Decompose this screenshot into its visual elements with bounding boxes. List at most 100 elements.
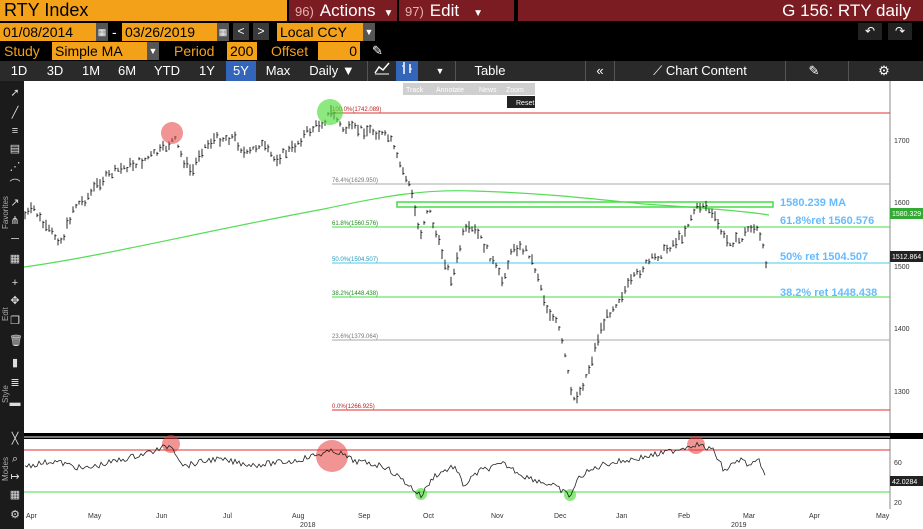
arc-icon[interactable]: ⌒ (9, 179, 21, 191)
news-button[interactable]: News (479, 87, 497, 94)
year-2019: 2019 (731, 522, 747, 529)
month-apr: Apr (26, 513, 38, 520)
collapse-icon[interactable]: « (596, 63, 604, 78)
edit-number: 97) (405, 4, 424, 19)
pitchfork-icon[interactable]: ⋔ (10, 215, 20, 227)
fib-618-label: 61.8%(1560.576) (332, 221, 378, 227)
price-tick-1300: 1300 (894, 389, 910, 396)
range-3d[interactable]: 3D (46, 63, 64, 78)
chevron-down-icon[interactable]: ▼ (435, 66, 445, 76)
ticker-field[interactable]: RTY Index (0, 0, 287, 21)
notes-icon[interactable]: ▦ (9, 253, 21, 265)
fibonacci-retracement[interactable]: 100.0%(1742.089) 76.4%(1629.950) 61.8%(1… (332, 107, 890, 411)
chart-content-button[interactable]: ⟋ Chart Content (640, 61, 760, 81)
style-label: Style (1, 385, 10, 403)
price-bars (24, 105, 768, 404)
reset-button[interactable]: Reset (516, 100, 534, 107)
calendar-icon[interactable]: ▦ (217, 23, 229, 41)
price-last-value-badge (890, 251, 923, 262)
study-field[interactable]: Simple MA (52, 42, 147, 60)
undo-icon[interactable]: ↶ (858, 23, 882, 40)
edit-menu[interactable]: 97) Edit ▼ (399, 0, 514, 21)
drawing-tools-sidebar: ➚ ╱ ≡ ▤ ⋰ ⌒ ↗ ⋔ ─ ▦ + ✥ ❐ 🗑 ▮ ≣ ▬ ╳ ⌕ ↦ … (0, 81, 24, 529)
rsi-line (24, 441, 766, 499)
thickness-icon[interactable]: ▬ (9, 397, 21, 409)
frequency-select[interactable]: Daily ▼ (302, 61, 362, 81)
chevron-down-icon[interactable]: ▼ (147, 42, 159, 60)
next-period-button[interactable]: > (253, 23, 269, 40)
chevron-down-icon: ▼ (473, 8, 483, 19)
favorites-label: Favorites (1, 196, 10, 229)
copy-icon[interactable]: ❐ (10, 315, 20, 327)
month-mar: Mar (743, 513, 756, 520)
range-6m[interactable]: 6M (117, 63, 137, 78)
edit-label: Edit (429, 1, 460, 20)
month-apr-2019: Apr (809, 513, 821, 520)
actions-menu[interactable]: 96) Actions ▼ (289, 0, 397, 21)
year-2018: 2018 (300, 522, 316, 529)
crosshair-icon[interactable]: ╳ (11, 433, 19, 445)
chart-content-label: Chart Content (665, 63, 747, 78)
color-icon[interactable]: ▮ (11, 357, 19, 369)
horizontal-line-icon[interactable]: ─ (11, 233, 19, 245)
pencil-icon[interactable]: ✎ (372, 43, 383, 58)
month-jan: Jan (616, 513, 627, 520)
date-dash: - (112, 24, 117, 40)
price-tick-1600: 1600 (894, 200, 910, 207)
fib-382-label: 38.2%(1448.438) (332, 291, 378, 297)
ray-icon[interactable]: ↗ (10, 197, 20, 209)
measure-icon[interactable]: ↦ (10, 471, 20, 483)
chart-name: G 156: RTY daily (518, 0, 923, 21)
range-5y[interactable]: 5Y (226, 61, 256, 81)
cursor-icon[interactable]: ➚ (10, 87, 20, 99)
track-button[interactable]: Track (406, 87, 424, 94)
line-chart-icon[interactable] (372, 61, 392, 81)
fib-100-label: 100.0%(1742.089) (332, 107, 381, 113)
offset-label: Offset (271, 43, 309, 59)
move-icon[interactable]: ✥ (10, 295, 20, 307)
trend-line-icon[interactable]: ╱ (11, 107, 19, 119)
magnify-icon[interactable]: ⌕ (11, 453, 19, 465)
rsi-marker-2 (316, 440, 348, 472)
gear-icon[interactable]: ⚙ (878, 63, 890, 78)
grid-icon[interactable]: ▦ (9, 489, 21, 501)
range-1m[interactable]: 1M (81, 63, 101, 78)
delete-icon[interactable]: 🗑 (9, 335, 23, 347)
line-style-icon[interactable]: ≣ (10, 377, 20, 389)
fan-icon[interactable]: ⋰ (9, 161, 21, 173)
chart-area[interactable]: Track Annotate News Zoom Reset 1700 1600… (24, 81, 923, 529)
prev-period-button[interactable]: < (233, 23, 249, 40)
study-label: Study (4, 43, 40, 59)
range-1y[interactable]: 1Y (199, 63, 215, 78)
end-date-field[interactable]: 03/26/2019 (122, 23, 217, 41)
start-date-field[interactable]: 01/08/2014 (0, 23, 96, 41)
month-aug: Aug (292, 513, 305, 520)
ma-annotation: 1580.239 MA (780, 197, 846, 209)
range-1d[interactable]: 1D (10, 63, 28, 78)
fibonacci-icon[interactable]: ≡ (11, 125, 19, 137)
annotate-button[interactable]: Annotate (436, 87, 464, 94)
month-feb: Feb (678, 513, 690, 520)
period-field[interactable]: 200 (227, 42, 257, 60)
month-jun: Jun (156, 513, 167, 520)
range-max[interactable]: Max (265, 63, 291, 78)
table-button[interactable]: Table (474, 63, 506, 78)
redo-icon[interactable]: ↷ (888, 23, 912, 40)
channel-icon[interactable]: ▤ (9, 143, 21, 155)
month-dec: Dec (554, 513, 567, 520)
settings-icon[interactable]: ⚙ (10, 509, 20, 521)
month-sep: Sep (358, 513, 371, 520)
edit-chart-icon[interactable]: ✎ (808, 63, 820, 78)
fib50-annotation: 50% ret 1504.507 (780, 251, 868, 263)
add-icon[interactable]: + (11, 277, 19, 289)
month-oct: Oct (423, 513, 434, 520)
chevron-down-icon[interactable]: ▼ (363, 23, 375, 41)
ma-last-value-badge (890, 208, 923, 219)
offset-field[interactable]: 0 (318, 42, 360, 60)
fib618-annotation: 61.8%ret 1560.576 (780, 215, 874, 227)
bar-chart-icon[interactable] (396, 61, 418, 81)
range-ytd[interactable]: YTD (154, 63, 180, 78)
calendar-icon[interactable]: ▦ (96, 23, 108, 41)
currency-field[interactable]: Local CCY (277, 23, 363, 41)
zoom-button[interactable]: Zoom (506, 87, 524, 94)
